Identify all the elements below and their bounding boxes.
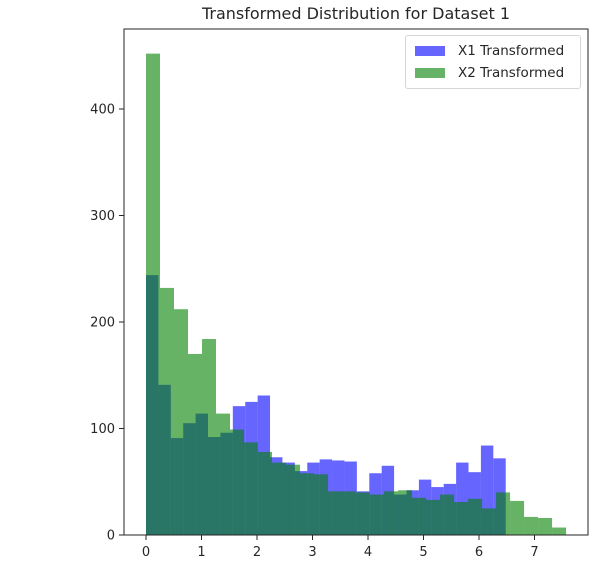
y-tick-label: 300 bbox=[90, 209, 115, 224]
histogram-bar bbox=[174, 309, 189, 535]
x-tick-label: 6 bbox=[475, 545, 483, 560]
histogram-bar bbox=[286, 464, 301, 535]
series-x2-bars bbox=[146, 53, 567, 536]
legend-label-x1: X1 Transformed bbox=[458, 43, 565, 59]
x-tick-label: 7 bbox=[530, 545, 538, 560]
histogram-bar bbox=[342, 491, 357, 535]
x-tick-label: 5 bbox=[419, 545, 427, 560]
histogram-bar bbox=[468, 498, 483, 535]
x-tick-label: 4 bbox=[364, 545, 372, 560]
histogram-bar bbox=[552, 527, 567, 535]
legend-item-x2: X2 Transformed bbox=[415, 64, 564, 82]
histogram-bar bbox=[328, 491, 343, 535]
legend-label-x2: X2 Transformed bbox=[458, 65, 565, 81]
y-tick-label: 100 bbox=[90, 422, 115, 437]
histogram-bar bbox=[426, 499, 441, 535]
y-tick-label: 400 bbox=[90, 103, 115, 118]
chart-title: Transformed Distribution for Dataset 1 bbox=[201, 4, 511, 23]
histogram-bar bbox=[538, 517, 553, 535]
histogram-bar bbox=[482, 508, 497, 536]
x-tick-label: 1 bbox=[197, 545, 205, 560]
histogram-bar bbox=[496, 492, 511, 535]
histogram-bar bbox=[258, 451, 273, 535]
histogram-bar bbox=[384, 491, 399, 535]
histogram-bar bbox=[454, 501, 469, 536]
histogram-bar bbox=[160, 287, 174, 535]
y-tick-label: 200 bbox=[90, 316, 115, 331]
y-tick-label: 0 bbox=[107, 529, 115, 544]
histogram-bar bbox=[216, 413, 231, 535]
x-tick-label: 0 bbox=[142, 545, 150, 560]
histogram-bar bbox=[202, 339, 217, 535]
histogram-bar bbox=[398, 490, 413, 535]
histogram-bar bbox=[524, 516, 539, 535]
histogram-bar bbox=[440, 494, 455, 535]
legend-swatch-x1 bbox=[415, 46, 445, 56]
histogram-bar bbox=[300, 473, 315, 535]
x-tick-label: 3 bbox=[308, 545, 316, 560]
legend-swatch-x2 bbox=[415, 68, 445, 78]
histogram-bar bbox=[314, 474, 329, 535]
y-axis-ticks: 0 100 200 300 400 bbox=[90, 103, 124, 544]
histogram-bar bbox=[188, 353, 203, 535]
histogram-bar bbox=[370, 494, 385, 535]
x-axis-ticks: 0 1 2 3 4 5 6 7 bbox=[142, 535, 539, 560]
legend: X1 Transformed X2 Transformed bbox=[405, 35, 581, 89]
histogram-bar bbox=[412, 497, 427, 535]
axes-frame bbox=[123, 28, 589, 536]
legend-item-x1: X1 Transformed bbox=[415, 42, 564, 60]
histogram-bar bbox=[356, 492, 371, 535]
histogram-bar bbox=[146, 53, 160, 536]
histogram-bar bbox=[272, 462, 287, 535]
histogram-bar bbox=[230, 429, 245, 535]
histogram-bar bbox=[244, 442, 259, 536]
histogram-bar bbox=[510, 500, 525, 535]
x-tick-label: 2 bbox=[253, 545, 261, 560]
